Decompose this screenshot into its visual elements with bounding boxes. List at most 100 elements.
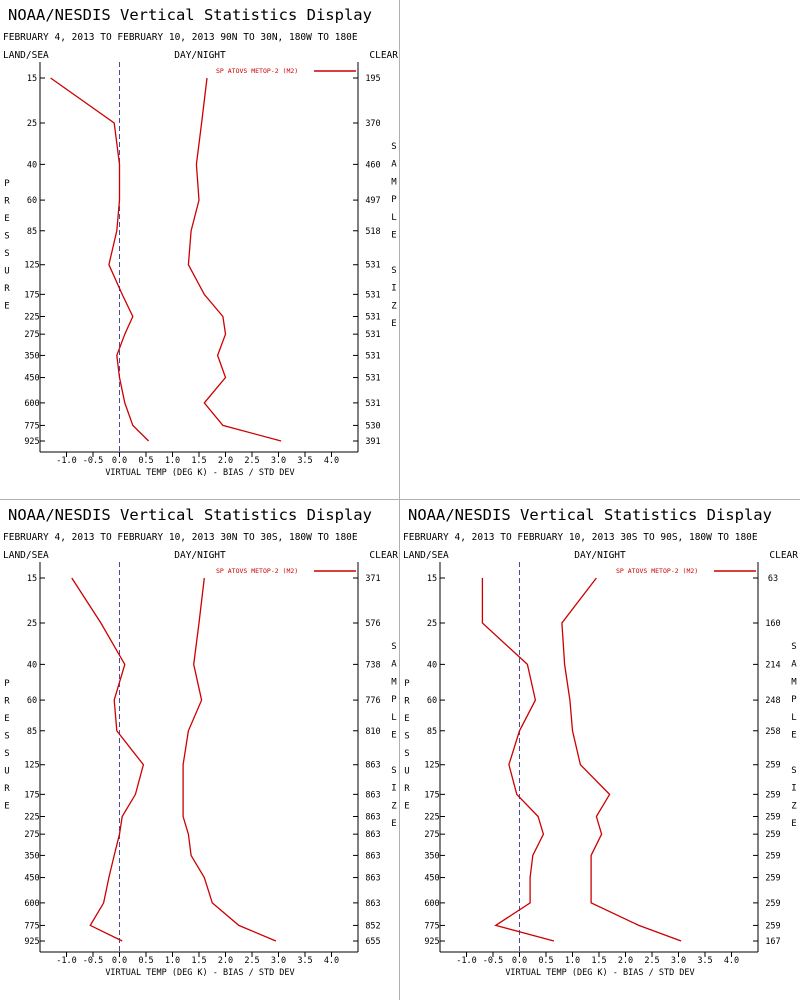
sample-size-label: 259 — [765, 790, 780, 800]
sample-size-label: 863 — [365, 812, 380, 822]
x-tick-label: 4.0 — [324, 956, 339, 966]
right-axis-label-letter: I — [791, 784, 796, 794]
y-axis-label-letter: R — [404, 697, 410, 707]
land-sea-label: LAND/SEA — [403, 550, 449, 561]
legend-label: SP ATOVS METOP-2 (M2) — [216, 567, 298, 575]
x-tick-label: 3.0 — [271, 456, 286, 466]
x-tick-label: 3.5 — [297, 456, 312, 466]
legend-label: SP ATOVS METOP-2 (M2) — [616, 567, 698, 575]
pressure-level-label: 60 — [427, 696, 437, 706]
y-axis-label-letter: P — [4, 179, 10, 189]
x-tick-label: -0.5 — [83, 456, 103, 466]
pressure-level-label: 25 — [27, 619, 37, 629]
x-tick-label: 2.0 — [618, 956, 633, 966]
right-axis-label-letter: S — [391, 642, 396, 652]
x-tick-label: 2.5 — [644, 956, 659, 966]
right-axis-label-letter: P — [791, 695, 797, 705]
right-axis-label-letter: E — [391, 319, 396, 329]
pressure-level-label: 175 — [24, 290, 39, 300]
x-tick-label: 0.0 — [512, 956, 527, 966]
sample-size-label: 530 — [365, 421, 380, 431]
x-tick-label: 1.5 — [191, 456, 206, 466]
right-axis-label-letter: S — [391, 266, 396, 276]
y-axis-label-letter: R — [4, 697, 10, 707]
pressure-level-label: 15 — [427, 574, 437, 584]
x-tick-label: 3.0 — [671, 956, 686, 966]
sample-size-label: 460 — [365, 160, 380, 170]
pressure-level-label: 350 — [424, 851, 439, 861]
x-tick-label: -1.0 — [56, 956, 76, 966]
pressure-level-label: 450 — [24, 874, 39, 884]
sample-size-label: 160 — [765, 619, 780, 629]
pressure-level-label: 225 — [24, 312, 39, 322]
x-tick-label: 0.0 — [112, 956, 127, 966]
y-axis-label-letter: U — [404, 767, 409, 777]
right-axis-label-letter: Z — [391, 301, 397, 311]
x-axis-label: VIRTUAL TEMP (DEG K) - BIAS / STD DEV — [105, 468, 294, 478]
panel-divider-vertical — [399, 0, 400, 1000]
sample-size-label: 531 — [365, 399, 380, 409]
day-night-label: DAY/NIGHT — [574, 550, 626, 561]
x-tick-label: 3.0 — [271, 956, 286, 966]
pressure-level-label: 450 — [424, 874, 439, 884]
sample-size-label: 195 — [365, 74, 380, 84]
clear-label: CLEAR — [369, 50, 398, 61]
right-axis-label-letter: S — [391, 766, 396, 776]
y-axis-label-letter: E — [4, 714, 9, 724]
pressure-level-label: 275 — [424, 830, 439, 840]
chart-subtitle: FEBRUARY 4, 2013 TO FEBRUARY 10, 2013 30… — [403, 532, 758, 543]
y-axis-label-letter: P — [404, 679, 410, 689]
pressure-level-label: 600 — [24, 899, 39, 909]
pressure-level-label: 275 — [24, 330, 39, 340]
pressure-level-label: 350 — [24, 351, 39, 361]
y-axis-label-letter: E — [4, 302, 9, 312]
right-axis-label-letter: E — [391, 819, 396, 829]
chart-title: NOAA/NESDIS Vertical Statistics Display — [8, 6, 372, 24]
x-tick-label: -1.0 — [56, 456, 76, 466]
right-axis-label-letter: E — [391, 731, 396, 741]
std-dev-line — [561, 577, 682, 942]
day-night-label: DAY/NIGHT — [174, 50, 226, 61]
pressure-level-label: 15 — [27, 574, 37, 584]
chart-svg: NOAA/NESDIS Vertical Statistics Display F… — [3, 6, 398, 478]
right-axis-label-letter: L — [791, 713, 796, 723]
x-tick-label: 2.0 — [218, 456, 233, 466]
pressure-level-label: 925 — [24, 437, 39, 447]
y-axis-label-letter: R — [4, 284, 10, 294]
panel-divider-horizontal — [0, 499, 800, 500]
x-tick-label: 1.5 — [591, 956, 606, 966]
sample-size-label: 738 — [365, 660, 380, 670]
chart-title: NOAA/NESDIS Vertical Statistics Display — [408, 506, 772, 524]
bias-line — [71, 577, 145, 942]
x-axis-label: VIRTUAL TEMP (DEG K) - BIAS / STD DEV — [105, 968, 294, 978]
pressure-level-label: 600 — [24, 399, 39, 409]
chart-title: NOAA/NESDIS Vertical Statistics Display — [8, 506, 372, 524]
pressure-level-label: 25 — [27, 119, 37, 129]
chart-subtitle: FEBRUARY 4, 2013 TO FEBRUARY 10, 2013 90… — [3, 32, 358, 43]
std-dev-line — [182, 577, 277, 942]
clear-label: CLEAR — [369, 550, 398, 561]
y-axis-label-letter: S — [4, 749, 9, 759]
y-axis-label-letter: E — [4, 802, 9, 812]
sample-size-label: 259 — [765, 899, 780, 909]
x-tick-label: 3.5 — [697, 956, 712, 966]
pressure-level-label: 125 — [24, 761, 39, 771]
y-axis-label-letter: S — [404, 732, 409, 742]
bias-line — [50, 77, 150, 442]
sample-size-label: 531 — [365, 290, 380, 300]
right-axis-label-letter: I — [391, 784, 396, 794]
sample-size-label: 810 — [365, 727, 380, 737]
y-axis-label-letter: S — [4, 232, 9, 242]
sample-size-label: 852 — [365, 921, 380, 931]
sample-size-label: 863 — [365, 830, 380, 840]
pressure-level-label: 600 — [424, 899, 439, 909]
pressure-level-label: 925 — [24, 937, 39, 947]
sample-size-label: 531 — [365, 330, 380, 340]
pressure-level-label: 40 — [27, 160, 37, 170]
pressure-level-label: 25 — [427, 619, 437, 629]
y-axis-label-letter: P — [4, 679, 10, 689]
y-axis-label-letter: S — [4, 732, 9, 742]
sample-size-label: 63 — [768, 574, 778, 584]
chart-panel-90n-30n: NOAA/NESDIS Vertical Statistics Display F… — [0, 0, 400, 500]
x-tick-label: 0.5 — [138, 956, 153, 966]
